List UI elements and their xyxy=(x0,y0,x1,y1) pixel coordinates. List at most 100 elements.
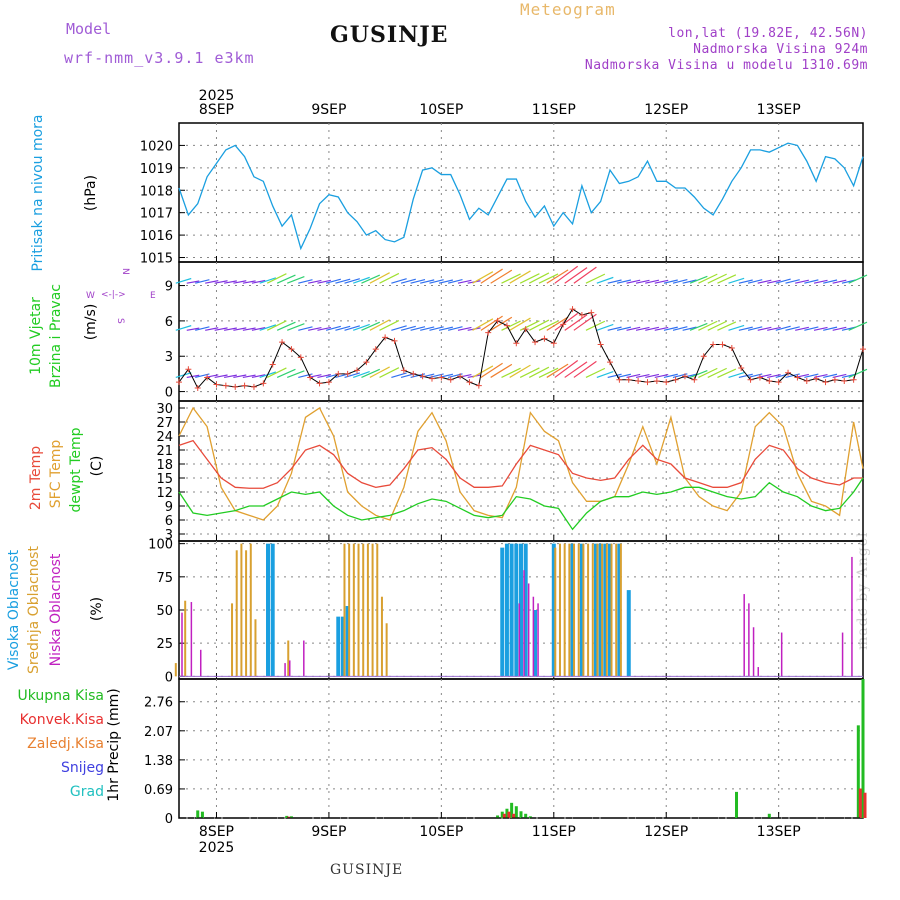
wind-speed-marker xyxy=(335,370,342,377)
wind-speed-marker xyxy=(325,379,332,386)
wind-arrow xyxy=(480,315,503,331)
precip-bar xyxy=(507,811,511,818)
wind-arrow xyxy=(848,368,868,378)
wind-arrow xyxy=(728,324,745,331)
wind-speed-marker xyxy=(513,340,520,347)
wind-speed-marker xyxy=(747,376,754,383)
model-name: wrf-nmm_v3.9.1 e3km xyxy=(64,49,255,67)
precip-bar xyxy=(519,811,523,818)
wind-arrow xyxy=(804,326,819,331)
temp-unit: (C) xyxy=(89,456,105,477)
precip-bar xyxy=(514,806,518,818)
compass-east: E xyxy=(150,291,156,301)
wind-arrow xyxy=(607,279,622,284)
compass-north: N xyxy=(120,268,130,275)
cloud-bar xyxy=(533,610,538,677)
precip-bar xyxy=(861,679,865,818)
wind-speed-marker xyxy=(541,335,548,342)
wind-speed-marker xyxy=(672,376,679,383)
y-tick-label: 1019 xyxy=(140,162,173,177)
wind-arrow xyxy=(472,318,494,331)
wind-arrow xyxy=(379,320,400,331)
wind-arrow xyxy=(757,279,772,284)
wind-arrow xyxy=(848,274,868,284)
cloud-bar xyxy=(504,543,509,677)
wind-arrow xyxy=(635,326,650,331)
wind-arrow xyxy=(308,279,322,284)
wind-speed-marker xyxy=(616,376,623,383)
wind-arrow xyxy=(420,326,435,331)
wind-arrow xyxy=(410,326,426,331)
cloud-bar xyxy=(743,594,745,677)
wind-speed-marker xyxy=(625,376,632,383)
wind-arrow xyxy=(747,279,763,284)
precip-bar xyxy=(289,816,293,818)
precip-legend-item: Zaledj.Kisa xyxy=(27,736,104,752)
cloud-bar xyxy=(284,663,286,677)
wind-unit: (m/s) xyxy=(83,304,99,341)
wind-arrow xyxy=(344,372,360,379)
wind-arrow xyxy=(276,321,296,331)
wind-arrow xyxy=(501,320,521,331)
cloud-bar xyxy=(199,649,202,677)
wind-speed-marker xyxy=(457,373,464,380)
temp2m-axis-title: 2m Temp xyxy=(28,446,44,510)
wind-arrow xyxy=(175,325,192,331)
day-label-top: 11SEP xyxy=(532,102,576,118)
wind-arrow xyxy=(785,326,800,331)
precip-bar xyxy=(767,813,771,818)
wind-arrow xyxy=(645,373,660,379)
wind-speed-marker xyxy=(428,375,435,382)
wind-speed-marker xyxy=(560,321,567,328)
cloud-bar xyxy=(352,543,355,677)
wind-speed-marker xyxy=(653,377,660,384)
precip-bar xyxy=(496,815,500,818)
y-tick-label: 1.38 xyxy=(144,754,173,769)
cloud-bar xyxy=(184,600,187,677)
wind-speed-marker xyxy=(663,379,670,386)
wind-speed-marker xyxy=(766,377,773,384)
wind-arrow xyxy=(195,279,210,284)
wind-arrow xyxy=(251,326,266,331)
compass-arrows: <-|-> xyxy=(101,290,126,300)
cloud-bar xyxy=(343,543,346,677)
model-label: Model xyxy=(66,20,112,38)
sfctemp-axis-title: SFC Temp xyxy=(48,440,64,509)
wind-arrow xyxy=(538,320,559,331)
wind-arrow xyxy=(663,326,678,331)
wind-arrow xyxy=(672,278,688,284)
wind-arrow xyxy=(607,326,622,331)
wind-speed-marker xyxy=(213,381,220,388)
y-tick-label: 75 xyxy=(156,571,173,586)
wind-arrow xyxy=(564,361,588,378)
wind-speed-marker xyxy=(288,346,295,353)
cloud-bar xyxy=(254,619,257,677)
wind-arrow xyxy=(654,279,669,284)
y-tick-label: 6 xyxy=(165,514,173,529)
wind-arrow xyxy=(728,277,745,284)
wind-speed-marker xyxy=(728,344,735,351)
wind-arrow xyxy=(645,279,660,284)
wind-arrow xyxy=(596,276,614,284)
wind-speed-marker xyxy=(700,353,707,360)
wind-arrow xyxy=(490,269,513,284)
cloud-bar xyxy=(345,606,350,677)
cloud-bar xyxy=(598,543,603,677)
cloud-bar xyxy=(190,602,193,677)
dewpoint-line xyxy=(178,477,864,531)
wind-arrow xyxy=(596,371,614,379)
wind-arrow xyxy=(538,273,559,284)
cloud-bar xyxy=(376,543,379,677)
wind-speed-marker xyxy=(419,373,426,380)
wind-arrow xyxy=(224,280,237,284)
wind-axis-title-1: 10m Vjetar xyxy=(28,297,44,375)
wind-arrow xyxy=(472,271,494,284)
wind-arrow xyxy=(775,325,791,331)
y-tick-label: 0 xyxy=(165,386,173,401)
wind-arrow xyxy=(546,363,569,378)
wind-axis-title-2: Brzina i Pravac xyxy=(48,284,64,388)
day-label-bottom: 8SEP xyxy=(199,824,234,840)
precip-legend-item: Ukupna Kisa xyxy=(17,688,104,704)
wind-arrow xyxy=(501,273,521,284)
wind-arrow xyxy=(251,279,266,284)
